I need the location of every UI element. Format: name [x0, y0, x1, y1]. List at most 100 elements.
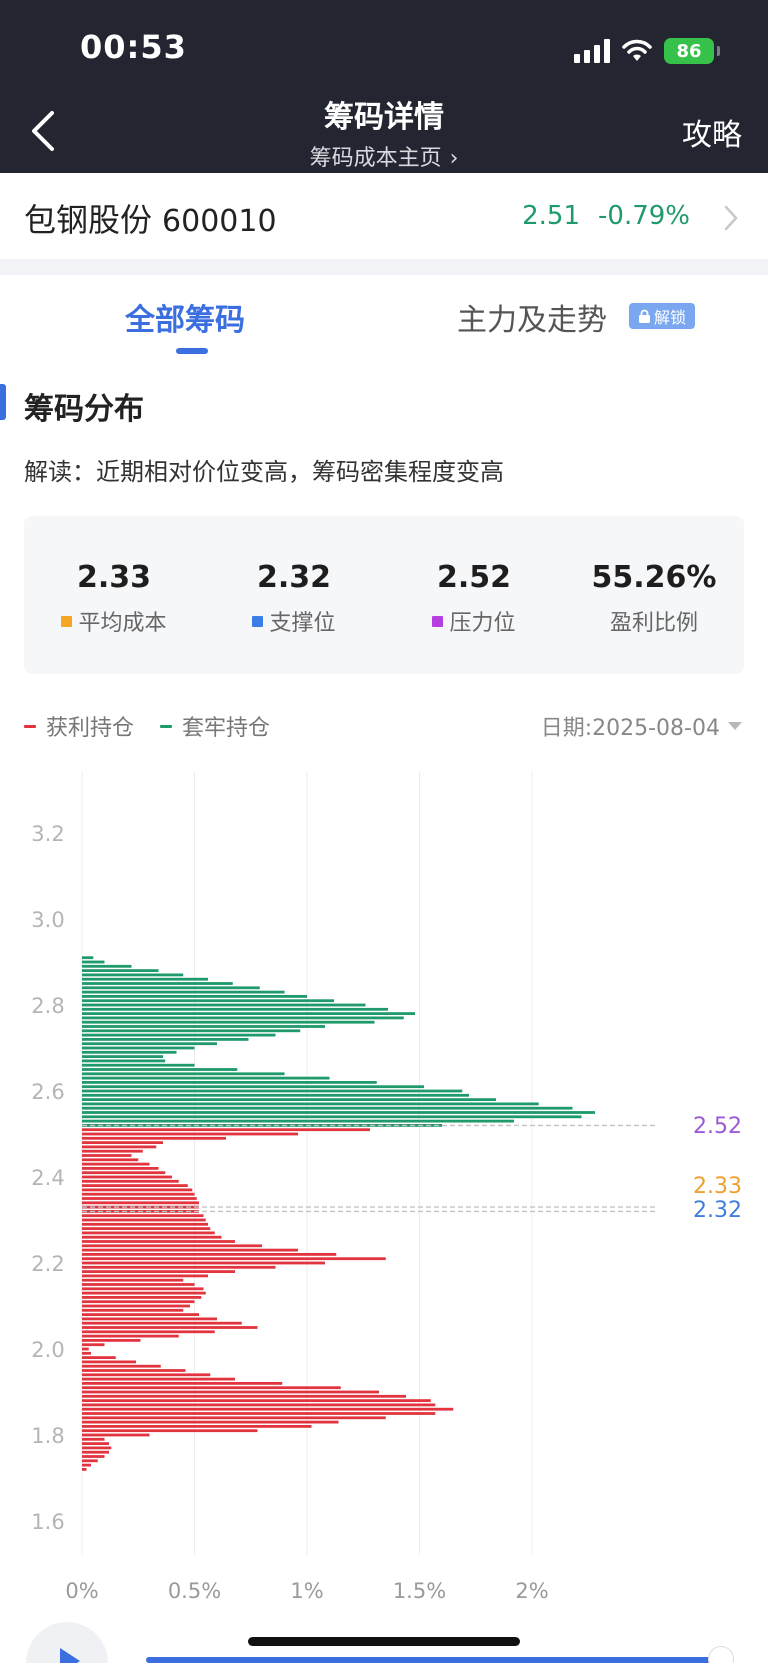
play-button[interactable]: [26, 1622, 108, 1663]
stock-summary-row[interactable]: 包钢股份 600010 2.51 -0.79%: [0, 173, 768, 259]
chip-bar: [82, 1244, 262, 1248]
chip-bar: [82, 1205, 199, 1209]
chip-bar: [82, 1274, 208, 1278]
chip-bar: [82, 1399, 431, 1402]
chip-bar: [82, 1042, 217, 1046]
y-tick-label: 2.6: [31, 1080, 64, 1104]
reference-label: 2.52: [693, 1114, 742, 1139]
stock-name: 包钢股份: [24, 201, 153, 239]
chip-cost-home-link[interactable]: 筹码成本主页 ›: [0, 140, 768, 172]
legend-profit: 获利持仓: [24, 710, 134, 742]
chip-bar: [82, 1063, 195, 1067]
chip-bar: [82, 1270, 235, 1273]
timeline-handle[interactable]: [708, 1646, 734, 1663]
y-tick-label: 3.0: [31, 908, 64, 932]
chip-bar: [82, 960, 105, 964]
y-tick-label: 1.6: [31, 1510, 64, 1534]
chip-bar: [82, 995, 307, 998]
stat-pressure: 2.52 压力位: [384, 560, 564, 637]
chip-bar: [82, 1291, 206, 1295]
y-tick-label: 2.0: [31, 1338, 64, 1362]
chip-bar: [82, 1390, 379, 1394]
y-tick-label: 1.8: [31, 1424, 64, 1448]
chip-bar: [82, 1218, 206, 1222]
chip-bar: [82, 1386, 341, 1390]
chip-bar: [82, 990, 285, 994]
chip-bar: [82, 1446, 112, 1450]
reference-label: 2.32: [693, 1198, 742, 1223]
chip-bar: [82, 1038, 249, 1041]
chip-bar: [82, 1145, 157, 1149]
chip-bar: [82, 969, 159, 972]
chip-bar: [82, 1141, 163, 1144]
chip-bar: [82, 1459, 98, 1463]
legend-profit-label: 获利持仓: [46, 716, 135, 741]
chip-bar: [82, 1201, 199, 1205]
stat-label-row: 压力位: [384, 605, 564, 637]
date-label: 日期:2025-08-04: [540, 716, 720, 741]
stat-support: 2.32 支撑位: [204, 560, 384, 637]
battery-level: 86: [676, 40, 702, 62]
legend-trapped: 套牢持仓: [160, 710, 270, 742]
chip-bar: [82, 1339, 141, 1342]
x-tick-label: 1.5%: [393, 1579, 446, 1603]
stat-label: 支撑位: [269, 611, 336, 636]
tab-all-chips[interactable]: 全部筹码: [125, 303, 245, 338]
top-header: 00:53 86 筹码详情 筹码成本主页 › 攻略: [0, 0, 768, 173]
chip-bar: [82, 1184, 188, 1187]
chip-bar: [82, 1455, 105, 1458]
stat-value: 2.52: [436, 560, 512, 595]
chip-bar: [82, 1382, 283, 1385]
chip-bar: [82, 1012, 415, 1015]
interpretation-text: 解读：近期相对价位变高，筹码密集程度变高: [24, 458, 504, 486]
chip-bar: [82, 1278, 184, 1282]
stat-label: 盈利比例: [609, 611, 698, 636]
stock-change: -0.79%: [598, 201, 690, 231]
chip-bar: [82, 977, 208, 981]
chip-bar: [82, 1351, 91, 1355]
reference-label: 2.33: [693, 1174, 742, 1199]
stock-code: 600010: [162, 204, 277, 239]
back-arrow-icon[interactable]: [24, 108, 64, 154]
date-selector[interactable]: 日期:2025-08-04: [541, 710, 742, 742]
chip-bar: [82, 1437, 105, 1441]
chip-bar: [82, 1003, 366, 1007]
chip-bar: [82, 1313, 199, 1316]
stock-name-block: 包钢股份 600010: [24, 195, 277, 241]
chip-bar: [82, 1373, 211, 1377]
chip-bar: [82, 1093, 469, 1097]
tab-main-force-trend[interactable]: 主力及走势: [457, 303, 607, 338]
chart-legend: 获利持仓 套牢持仓: [24, 710, 296, 742]
chip-bar: [82, 1235, 222, 1239]
unlock-label: 解锁: [653, 308, 686, 327]
chip-bar: [82, 1068, 238, 1071]
stat-value: 2.32: [256, 560, 332, 595]
chip-bar: [82, 1102, 539, 1106]
stock-quote: 2.51 -0.79%: [522, 201, 690, 231]
chip-bar: [82, 1124, 442, 1127]
chip-bar: [82, 1420, 339, 1424]
x-tick-label: 2%: [515, 1579, 548, 1603]
chip-bar: [82, 1416, 386, 1420]
wifi-icon: [622, 39, 652, 61]
section-accent-bar: [0, 384, 6, 420]
blue-square-icon: [252, 615, 264, 627]
chip-bar: [82, 1222, 208, 1226]
green-dash-icon: [160, 724, 173, 728]
chip-stats-card: 2.33 平均成本 2.32 支撑位 2.52 压力位 55.26% 盈利比例: [24, 516, 744, 674]
orange-square-icon: [61, 615, 73, 627]
chip-bar: [82, 1197, 197, 1200]
chip-bar: [82, 1076, 330, 1080]
unlock-badge[interactable]: 解锁: [629, 303, 695, 329]
timeline-slider[interactable]: [146, 1657, 714, 1663]
strategy-button[interactable]: 攻略: [682, 118, 742, 153]
stat-label-row: 盈利比例: [564, 605, 744, 637]
chip-bar: [82, 1334, 179, 1338]
stat-label-row: 支撑位: [204, 605, 384, 637]
chip-bar: [82, 1227, 211, 1230]
chip-bar: [82, 1059, 166, 1063]
chip-bar: [82, 1136, 226, 1140]
chip-bar: [82, 1162, 150, 1166]
chip-bar: [82, 1171, 166, 1175]
